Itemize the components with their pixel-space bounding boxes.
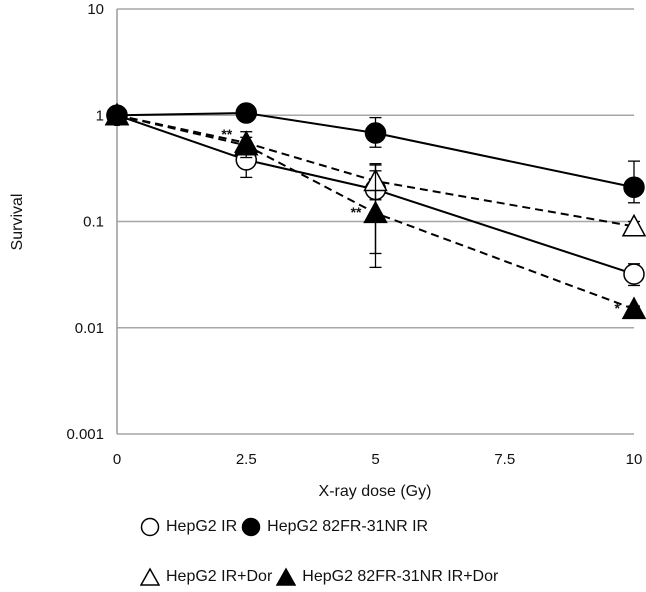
series-2 [106, 102, 645, 204]
legend-item: HepG2 82FR-31NR IR [241, 517, 428, 537]
legend-item: HepG2 IR+Dor [140, 567, 272, 587]
x-tick-label: 5 [371, 451, 379, 468]
x-tick-label: 2.5 [236, 451, 257, 468]
legend-item: HepG2 82FR-31NR IR+Dor [276, 567, 498, 587]
data-point [623, 263, 645, 285]
series-line [116, 114, 635, 276]
legend-row-1: HepG2 IR HepG2 82FR-31NR IR [140, 517, 432, 542]
data-point [235, 102, 257, 124]
significance-marker: * [615, 300, 621, 316]
series-layer [104, 102, 646, 320]
triangle-filled-marker-icon [276, 567, 302, 587]
series-line [116, 114, 635, 228]
legend-label: HepG2 82FR-31NR IR [267, 518, 429, 535]
y-tick-label: 1 [96, 107, 104, 124]
tick-labels: 10 1 0.1 0.01 0.001 0 2.5 5 7.5 10 [66, 1, 642, 468]
legend-label: HepG2 IR [166, 518, 238, 535]
series-line [116, 114, 635, 310]
circle-filled-marker-icon [241, 517, 267, 537]
y-tick-label: 0.1 [83, 214, 104, 231]
significance-marker: ** [221, 126, 232, 142]
data-point [363, 200, 388, 224]
x-tick-label: 0 [113, 451, 121, 468]
series-4 [104, 102, 646, 320]
significance-marker: ** [351, 204, 362, 220]
data-point [623, 176, 645, 199]
x-tick-label: 7.5 [494, 451, 515, 468]
y-axis-title: Survival [9, 194, 26, 251]
data-point [364, 122, 387, 144]
data-point [104, 102, 130, 126]
y-tick-label: 0.001 [66, 426, 104, 443]
data-point [233, 132, 259, 156]
annotations-layer: ***** [221, 126, 620, 316]
data-point [621, 296, 646, 320]
legend-item: HepG2 IR [140, 517, 237, 537]
triangle-open-marker-icon [140, 567, 166, 587]
circle-open-marker-icon [140, 517, 166, 537]
x-tick-label: 10 [626, 451, 643, 468]
legend-row-2: HepG2 IR+Dor HepG2 82FR-31NR IR+Dor [140, 567, 502, 592]
legend-label: HepG2 IR+Dor [166, 568, 273, 585]
y-tick-label: 0.01 [75, 320, 104, 337]
y-tick-label: 10 [87, 1, 104, 18]
data-point [621, 213, 646, 237]
x-axis-title: X-ray dose (Gy) [319, 483, 432, 500]
series-line [116, 111, 635, 189]
legend-label: HepG2 82FR-31NR IR+Dor [302, 568, 499, 585]
